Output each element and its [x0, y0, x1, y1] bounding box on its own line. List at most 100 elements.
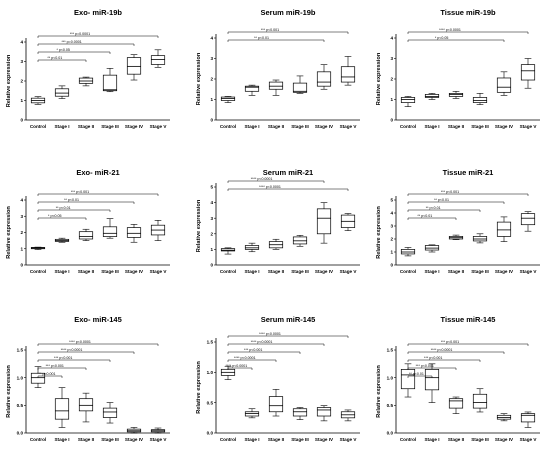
panel-title: Exo- miR-19b [74, 8, 122, 17]
iqr-box [292, 408, 308, 417]
significance-bracket: **** p<0.0001 [37, 340, 159, 346]
y-tick-label: 2 [390, 77, 393, 82]
box-stage-iv [496, 216, 512, 242]
y-tick-label: 3 [210, 216, 213, 221]
significance-label: *** p=0.0001 [70, 32, 90, 36]
x-tick-label: Stage III [471, 269, 489, 274]
x-tick-label: Stage II [268, 124, 284, 129]
significance-label: ** p<0.01 [64, 198, 79, 202]
significance-label: ** p<0.01 [426, 206, 441, 210]
x-tick-label: Stage I [54, 437, 69, 442]
iqr-box [520, 64, 536, 81]
x-tick-label: Stage III [291, 437, 309, 442]
iqr-box [78, 398, 94, 412]
y-tick-label: 3 [390, 224, 393, 229]
x-tick-label: Stage V [340, 269, 358, 274]
iqr-box [126, 227, 142, 238]
x-tick-label: Stage IV [315, 124, 334, 129]
y-tick-label: 4 [210, 200, 213, 205]
significance-label: ** p<0.01 [47, 56, 62, 60]
box-stage-v [150, 49, 166, 68]
significance-bracket: * p<0.05 [407, 36, 505, 42]
significance-bracket: *** p=0.0001 [37, 40, 135, 46]
significance-bracket: ** p<0.01 [37, 198, 135, 204]
significance-label: **** p<0.0001 [234, 356, 256, 360]
x-tick-label: Stage II [268, 269, 284, 274]
box-stage-ii [268, 79, 284, 96]
significance-bracket: **** p<0.0001 [227, 185, 349, 191]
significance-bracket: *** p<0.001 [37, 356, 111, 362]
y-tick-label: 1 [390, 250, 393, 255]
x-tick-label: Control [400, 437, 416, 442]
y-tick-label: 4 [390, 211, 393, 216]
iqr-box [400, 97, 416, 103]
y-tick-label: 2 [20, 79, 23, 84]
box-control [30, 96, 46, 105]
box-stage-iv [496, 71, 512, 96]
y-tick-label: 1.5 [387, 348, 394, 353]
y-tick-label: 1 [20, 246, 23, 251]
y-axis-label: Relative expression [6, 206, 12, 259]
box-stage-ii [448, 234, 464, 240]
box-control [30, 246, 46, 250]
y-tick-label: 0 [390, 263, 393, 268]
y-tick-label: 2 [390, 237, 393, 242]
y-tick-label: 1.5 [207, 340, 214, 345]
iqr-box [472, 393, 488, 409]
y-tick-label: 1.5 [17, 348, 24, 353]
y-tick-label: 5 [210, 185, 213, 190]
x-tick-label: Stage I [244, 437, 259, 442]
y-tick-label: 1 [20, 98, 23, 103]
y-tick-label: 4 [390, 36, 393, 41]
y-tick-label: 1.0 [207, 370, 214, 375]
x-tick-label: Control [400, 124, 416, 129]
x-tick-label: Stage I [54, 124, 69, 129]
box-stage-iii [472, 93, 488, 105]
iqr-box [316, 71, 332, 87]
box-stage-i [244, 242, 260, 253]
box-stage-ii [78, 228, 94, 241]
significance-label: ** p<0.01 [417, 214, 432, 218]
y-tick-label: 0.0 [17, 431, 24, 436]
significance-bracket: **** p<0.0001 [227, 177, 325, 183]
x-tick-label: Stage V [520, 437, 538, 442]
y-axis-label: Relative expression [6, 365, 12, 418]
significance-label: *** p<0.001 [416, 364, 434, 368]
significance-label: *** p<0.001 [54, 356, 72, 360]
iqr-box [102, 407, 118, 418]
y-axis-label: Relative expression [196, 52, 202, 105]
panel-7: Exo- miR-145 Relative expression 0.0 0.5 1.0… [6, 315, 170, 442]
significance-bracket: ** p<0.01 [407, 206, 481, 212]
significance-label: ** p<0.01 [254, 36, 269, 40]
iqr-box [150, 55, 166, 65]
significance-bracket: **** p<0.0001 [407, 28, 529, 34]
box-stage-i [424, 93, 440, 100]
significance-label: ** p<0.01 [434, 198, 449, 202]
significance-bracket: *** p<0.001 [37, 372, 63, 378]
significance-label: *** p<0.001 [37, 372, 55, 376]
x-tick-label: Stage V [520, 124, 538, 129]
panel-title: Tissue miR-145 [441, 315, 496, 324]
panel-9: Tissue miR-145 Relative expression 0.0 0.5 1… [376, 315, 540, 442]
box-stage-i [54, 85, 70, 99]
significance-bracket: *** p<0.001 [407, 190, 529, 196]
significance-label: *** p<0.001 [244, 348, 262, 352]
x-tick-label: Stage III [101, 124, 119, 129]
panel-8: Serum miR-145 Relative expression 0.0 0.5 1.… [196, 315, 360, 442]
x-tick-label: Stage IV [495, 124, 514, 129]
iqr-box [472, 97, 488, 103]
iqr-box [496, 221, 512, 237]
box-stage-iv [126, 224, 142, 243]
significance-label: * p<0.05 [56, 48, 70, 52]
panel-5: Serum miR-21 Relative expression 0 1 2 3 4 5 Con… [196, 168, 360, 274]
iqr-box [448, 398, 464, 409]
iqr-box [102, 226, 118, 237]
box-stage-iv [126, 427, 142, 434]
significance-bracket: *** p=0.0001 [37, 32, 159, 38]
x-tick-label: Stage I [424, 269, 439, 274]
box-stage-iv [316, 405, 332, 422]
box-stage-i [424, 244, 440, 253]
x-tick-label: Stage I [424, 124, 439, 129]
x-tick-label: Stage II [268, 437, 284, 442]
x-tick-label: Stage III [471, 437, 489, 442]
